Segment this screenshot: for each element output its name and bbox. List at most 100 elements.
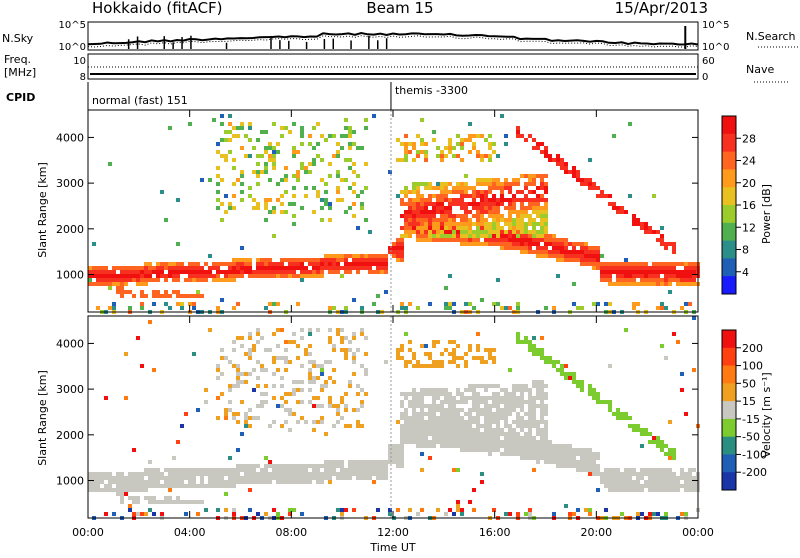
power-cell [352, 258, 356, 262]
power-cell [416, 182, 420, 186]
velocity-cell [476, 424, 480, 428]
power-cell [176, 290, 180, 294]
power-cell [220, 218, 224, 222]
power-cell [412, 186, 416, 190]
velocity-cell [252, 468, 256, 472]
velocity-cell [348, 348, 352, 352]
power-cell [472, 206, 476, 210]
power-cell [280, 134, 284, 138]
velocity-cell [356, 464, 360, 468]
velocity-cell [432, 432, 436, 436]
velocity-cell [488, 416, 492, 420]
velocity-cell [396, 460, 400, 464]
power-cell [500, 234, 504, 238]
power-cell [228, 114, 232, 118]
power-cell [316, 262, 320, 266]
velocity-cell [120, 484, 124, 488]
velocity-cell [244, 420, 248, 424]
power-cell [164, 266, 168, 270]
power-cell [360, 206, 364, 210]
power-cell [428, 238, 432, 242]
power-cell [140, 266, 144, 270]
velocity-cell [304, 476, 308, 480]
power-cell [264, 150, 268, 154]
power-cell [652, 282, 656, 286]
power-cell [580, 262, 584, 266]
colorbar-tick-label: 50 [742, 377, 756, 390]
power-cell [272, 154, 276, 158]
power-cell [624, 262, 628, 266]
velocity-cell [252, 416, 256, 420]
velocity-cell [528, 412, 532, 416]
power-cell [552, 242, 556, 246]
power-cell [552, 158, 556, 162]
velocity-cell [284, 392, 288, 396]
power-cell [524, 214, 528, 218]
power-cell [524, 234, 528, 238]
velocity-cell [344, 404, 348, 408]
velocity-cell [636, 512, 640, 516]
power-cell [148, 262, 152, 266]
power-cell [144, 294, 148, 298]
velocity-cell [356, 348, 360, 352]
velocity-cell [628, 476, 632, 480]
velocity-cell [220, 472, 224, 476]
power-cell [344, 258, 348, 262]
power-cell [480, 158, 484, 162]
velocity-cell [388, 444, 392, 448]
velocity-cell [220, 392, 224, 396]
velocity-cell [572, 464, 576, 468]
nave-tick-top: 60 [702, 56, 715, 67]
velocity-cell [244, 416, 248, 420]
velocity-cell [556, 448, 560, 452]
power-cell [544, 206, 548, 210]
velocity-cell [480, 480, 484, 484]
velocity-cell [672, 456, 676, 460]
velocity-cell [668, 480, 672, 484]
power-cell [516, 130, 520, 134]
velocity-cell [504, 512, 508, 516]
power-cell [188, 270, 192, 274]
velocity-cell [208, 476, 212, 480]
velocity-cell [472, 428, 476, 432]
velocity-cell [504, 388, 508, 392]
velocity-cell [576, 508, 580, 512]
velocity-cell [496, 436, 500, 440]
velocity-cell [640, 476, 644, 480]
velocity-cell [404, 408, 408, 412]
velocity-cell [112, 476, 116, 480]
power-cell [120, 266, 124, 270]
velocity-cell [648, 440, 652, 444]
velocity-cell [584, 464, 588, 468]
power-cell [276, 302, 280, 306]
power-cell [180, 266, 184, 270]
velocity-cell [536, 460, 540, 464]
power-cell [368, 262, 372, 266]
power-cell [544, 154, 548, 158]
power-cell [528, 214, 532, 218]
power-cell [416, 306, 420, 310]
velocity-cell [520, 444, 524, 448]
power-cell [300, 266, 304, 270]
power-cell [448, 198, 452, 202]
velocity-cell [308, 388, 312, 392]
power-cell [336, 142, 340, 146]
power-cell [508, 226, 512, 230]
velocity-cell [348, 424, 352, 428]
velocity-cell [604, 472, 608, 476]
velocity-cell [328, 460, 332, 464]
velocity-cell [192, 472, 196, 476]
velocity-cell [168, 500, 172, 504]
power-cell [584, 254, 588, 258]
velocity-cell [460, 512, 464, 516]
power-cell [676, 270, 680, 274]
velocity-cell [196, 468, 200, 472]
velocity-cell [264, 512, 268, 516]
power-cell [484, 222, 488, 226]
velocity-cell [480, 432, 484, 436]
velocity-cell [592, 452, 596, 456]
power-cell [112, 278, 116, 282]
velocity-cell [692, 368, 696, 372]
power-cell [288, 266, 292, 270]
